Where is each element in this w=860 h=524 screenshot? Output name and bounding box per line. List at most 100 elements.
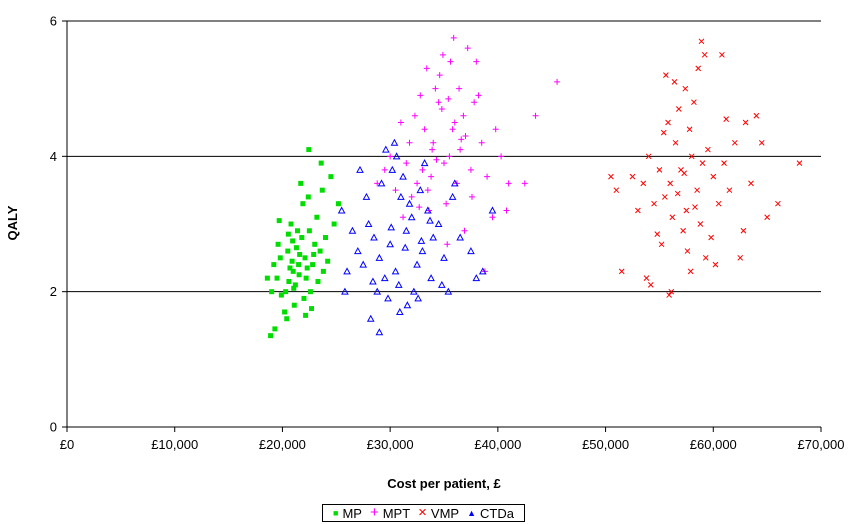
point-mp (301, 295, 307, 301)
point-vmp (758, 139, 765, 146)
point-vmp (665, 119, 671, 126)
point-ctda (407, 213, 416, 221)
point-vmp (753, 112, 760, 119)
point-mp (303, 275, 309, 281)
point-mp (296, 262, 302, 268)
point-mpt (498, 153, 505, 160)
point-mpt (445, 95, 452, 102)
point-ctda (377, 179, 386, 187)
point-vmp (682, 85, 689, 92)
x-tick-label: £0 (60, 437, 74, 452)
point-mpt (421, 126, 428, 133)
point-mpt (532, 112, 539, 119)
point-mpt (554, 78, 561, 85)
point-mp (303, 312, 309, 318)
point-mpt (406, 139, 413, 146)
point-mpt (457, 146, 464, 153)
point-ctda (341, 287, 349, 295)
point-mp (272, 326, 278, 332)
point-mp (307, 289, 313, 295)
legend-label: CTDa (480, 505, 514, 521)
point-ctda (348, 226, 357, 234)
point-mp (335, 201, 341, 207)
point-mp (293, 245, 299, 251)
point-ctda (381, 145, 390, 153)
point-mpt (428, 173, 435, 180)
point-mpt (417, 92, 424, 99)
point-mp (325, 258, 331, 264)
point-mp (264, 275, 270, 281)
point-mp (295, 228, 301, 234)
point-mpt (430, 139, 437, 146)
point-ctda (456, 233, 464, 241)
legend-item-mpt: + MPT (370, 505, 410, 521)
point-ctda (375, 253, 384, 261)
point-ctda (424, 206, 432, 214)
point-mpt (419, 166, 426, 173)
point-ctda (467, 247, 475, 255)
point-ctda (356, 165, 364, 173)
point-mpt (439, 51, 446, 58)
point-ctda (353, 247, 362, 255)
point-mpt (489, 214, 496, 221)
point-mp (311, 251, 317, 257)
point-ctda (413, 260, 421, 268)
point-vmp (708, 234, 714, 241)
point-vmp (618, 268, 625, 275)
point-mpt (447, 58, 454, 65)
point-ctda (426, 216, 434, 224)
point-mp (317, 248, 323, 254)
point-vmp (681, 170, 688, 177)
point-mpt (400, 214, 407, 221)
point-mp (277, 255, 283, 261)
point-vmp (705, 146, 711, 153)
point-vmp (731, 139, 738, 146)
point-mp (278, 292, 284, 298)
point-mpt (438, 105, 445, 112)
legend-marker-x: × (418, 504, 427, 521)
point-mpt (460, 112, 467, 119)
point-ctda (337, 206, 346, 214)
point-mpt (450, 34, 457, 41)
point-mp (268, 333, 274, 339)
point-mpt (381, 166, 388, 173)
point-vmp (680, 227, 686, 234)
point-ctda (427, 274, 435, 282)
point-mp (304, 265, 310, 271)
point-vmp (715, 200, 722, 207)
series-ctda (337, 138, 497, 336)
point-ctda (391, 267, 400, 275)
series-mp (264, 147, 341, 339)
point-ctda (417, 236, 426, 244)
x-tick-label: £70,000 (798, 437, 845, 452)
point-mpt (461, 227, 468, 234)
point-vmp (701, 51, 708, 58)
point-mpt (473, 58, 480, 65)
point-ctda (448, 192, 457, 200)
point-ctda (343, 267, 351, 275)
point-mpt (443, 200, 450, 207)
point-vmp (684, 248, 691, 254)
point-vmp (654, 231, 661, 238)
point-mp (305, 194, 311, 200)
point-vmp (635, 207, 641, 214)
point-mpt (423, 65, 430, 72)
point-mp (287, 265, 293, 271)
point-vmp (694, 187, 700, 194)
point-mpt (411, 112, 418, 119)
point-mpt (451, 119, 458, 126)
y-tick-label: 6 (50, 14, 57, 29)
point-mpt (446, 153, 453, 160)
point-ctda (434, 219, 443, 227)
x-tick-label: £20,000 (259, 437, 306, 452)
point-vmp (667, 180, 674, 187)
y-tick-label: 4 (50, 149, 57, 164)
point-mp (276, 218, 282, 224)
point-vmp (688, 153, 695, 160)
point-vmp (651, 200, 657, 207)
point-mp (289, 258, 295, 264)
point-mpt (392, 187, 399, 194)
point-mpt (478, 139, 485, 146)
series-vmp (608, 38, 803, 298)
